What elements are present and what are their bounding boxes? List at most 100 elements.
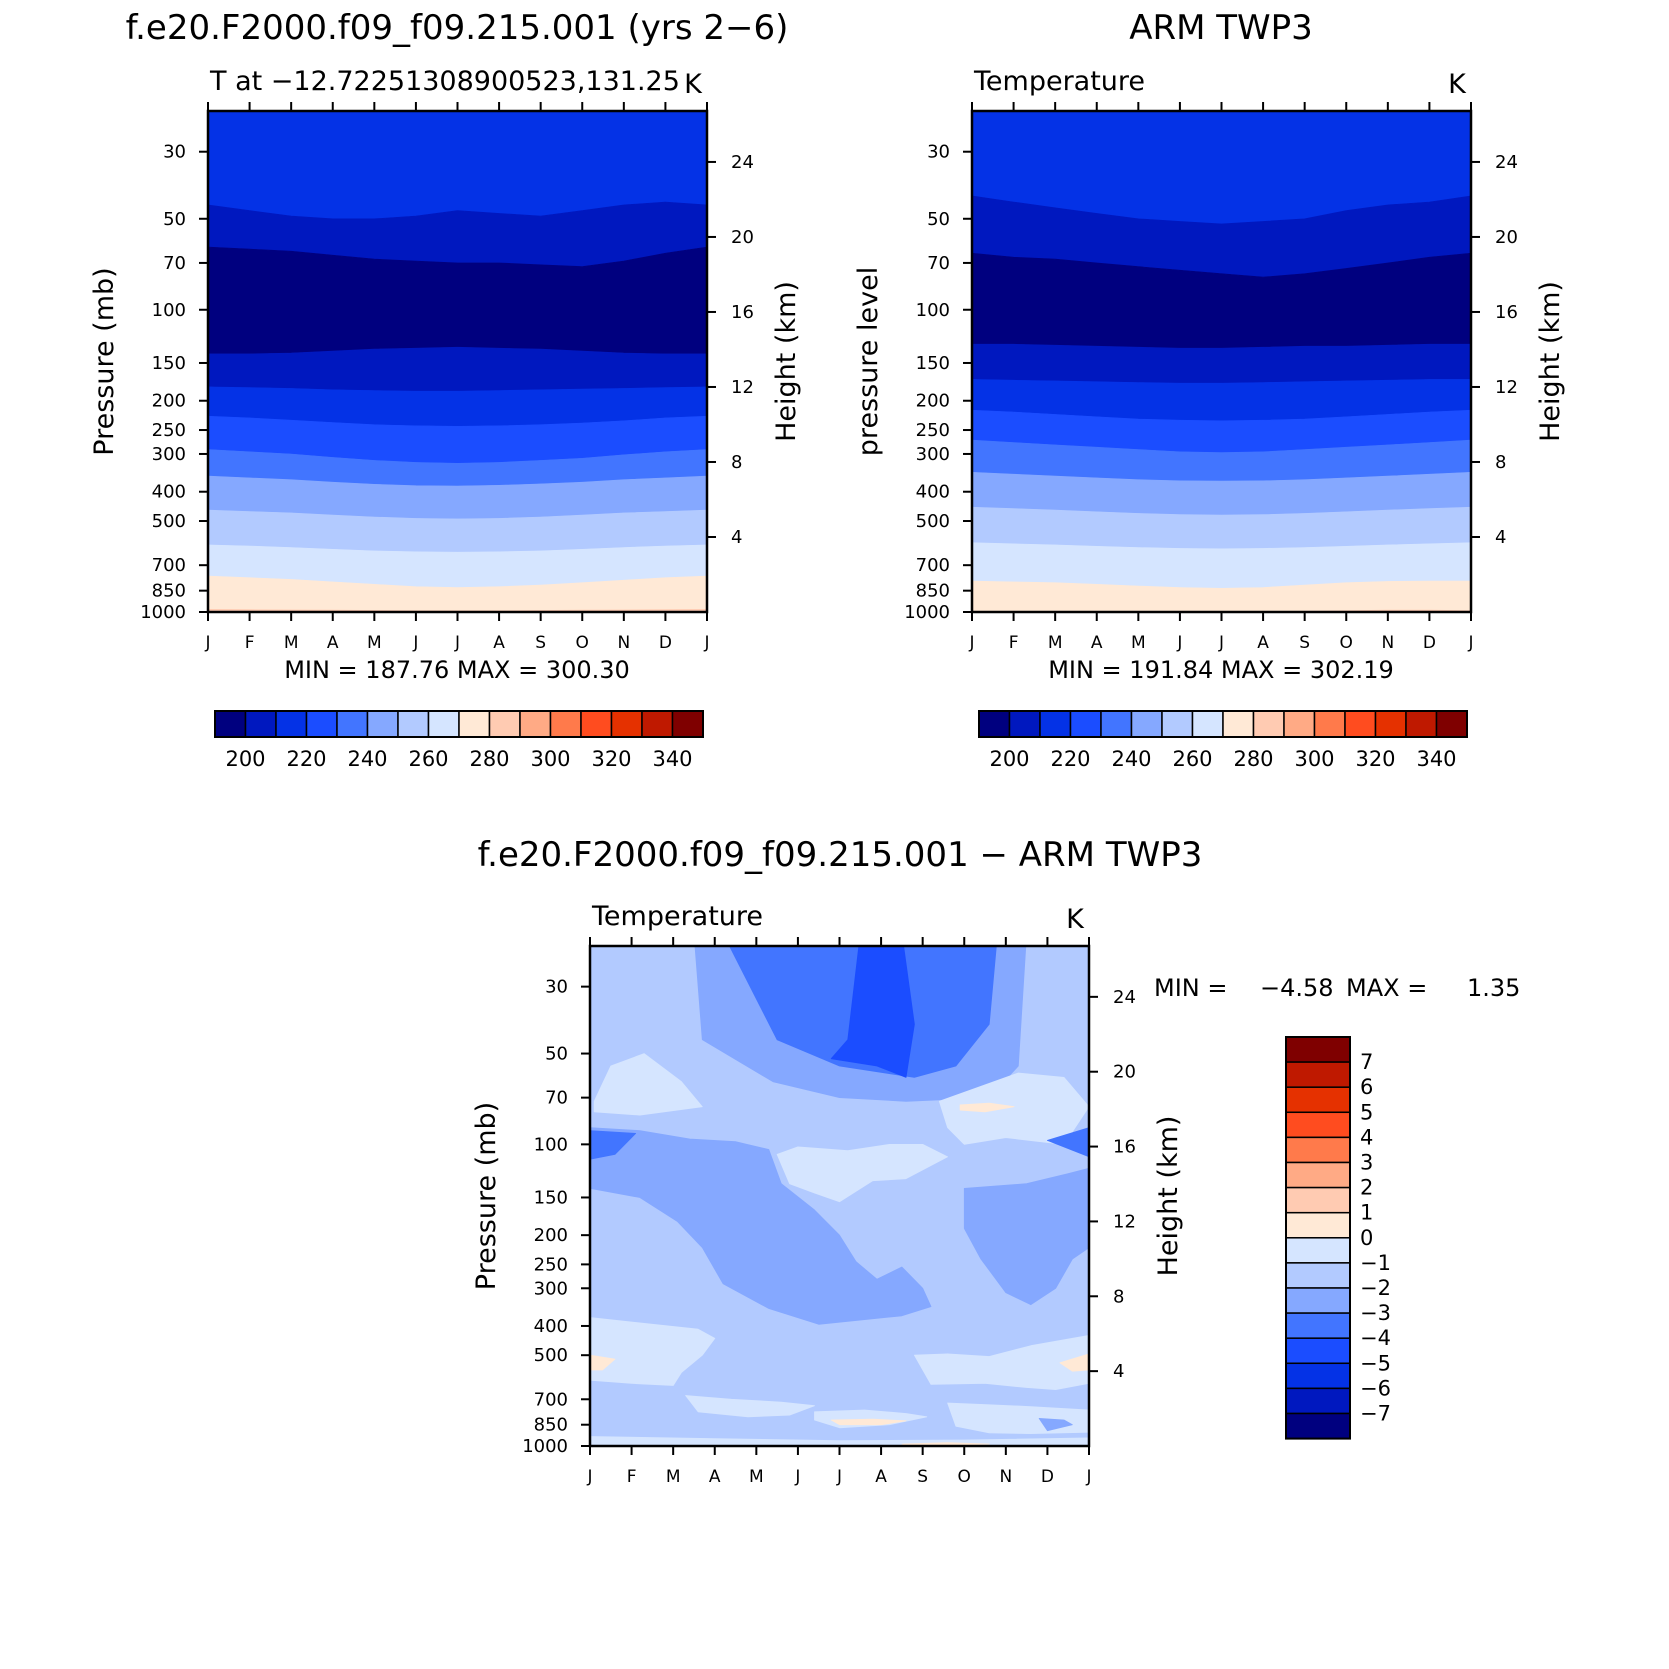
y-tick-label: 300 [152, 444, 186, 465]
colorbar-label: 260 [408, 747, 448, 771]
x-tick-label: O [958, 1467, 971, 1487]
x-tick-label: A [709, 1467, 721, 1487]
height-tick-label: 4 [1113, 1361, 1124, 1382]
colorbar-label: −5 [1360, 1351, 1391, 1375]
x-tick-label: S [535, 633, 546, 653]
y-tick-label: 150 [916, 353, 950, 374]
colorbar-box [1283, 710, 1316, 738]
colorbar-box [1285, 1061, 1351, 1088]
contour-region [1059, 1353, 1089, 1372]
x-tick-label: M [284, 633, 299, 653]
y-tick-label: 50 [927, 209, 950, 230]
x-tick-label: J [1467, 633, 1473, 653]
colorbar-label: 260 [1172, 747, 1212, 771]
y-tick-label: 300 [534, 1278, 568, 1299]
colorbar-obs: 200 220 240 260 280 300 320 340 [978, 710, 1468, 771]
x-tick-label: J [1218, 633, 1224, 653]
y-tick-label: 200 [916, 391, 950, 412]
height-tick-label: 20 [1495, 227, 1518, 248]
colorbar-box [1039, 710, 1072, 738]
height-tick-label: 24 [1113, 987, 1136, 1008]
colorbar-box [1285, 1412, 1351, 1440]
x-tick-label: M [1131, 633, 1146, 653]
x-tick-label: F [627, 1467, 637, 1487]
y-tick-label: 50 [545, 1044, 568, 1065]
x-tick-label: M [367, 633, 382, 653]
colorbar-box [1435, 710, 1468, 738]
x-tick-label: A [875, 1467, 887, 1487]
colorbar-box [1313, 710, 1346, 738]
panel-obs-axes: J F M A M J J A S O N D J 30 50 70 100 150 200 250 300 400 500… [853, 8, 1566, 653]
y-tick-label: 850 [534, 1415, 568, 1436]
colorbar-box [1130, 710, 1163, 738]
x-tick-label: J [794, 1467, 800, 1487]
y-tick-label: 70 [927, 253, 950, 274]
contour-region [685, 1395, 815, 1418]
colorbar-label: 7 [1360, 1050, 1373, 1074]
colorbar-box [275, 710, 308, 738]
contour-region [1038, 1418, 1073, 1432]
contour-fill-obs [972, 111, 1471, 612]
x-tick-label: J [412, 633, 418, 653]
height-tick-label: 12 [1113, 1211, 1136, 1232]
colorbar-label: 200 [989, 747, 1029, 771]
y-tick-label: 70 [163, 253, 186, 274]
stats-max-value: 1.35 [1467, 974, 1520, 1002]
colorbar-label: 240 [1111, 747, 1151, 771]
colorbar-label: −3 [1360, 1301, 1391, 1325]
y-tick-label: 300 [916, 444, 950, 465]
y-tick-label: 500 [916, 511, 950, 532]
y-tick-label: 1000 [904, 602, 950, 623]
panel-subtitle: Temperature [973, 66, 1145, 97]
colorbar-box [336, 710, 369, 738]
x-tick-label: S [917, 1467, 928, 1487]
y-tick-label: 700 [152, 555, 186, 576]
colorbar-box [1008, 710, 1041, 738]
contour-band [208, 246, 707, 355]
panel-diff-axes: J F M A M J J A S O N D J 30 50 70 100 150 200 250 300 400 500… [471, 835, 1202, 1487]
colorbar-label: 6 [1360, 1075, 1373, 1099]
colorbar-box [671, 710, 704, 738]
panel-subtitle: Temperature [591, 901, 763, 932]
colorbar-box [1100, 710, 1133, 738]
y-tick-label: 100 [534, 1134, 568, 1155]
y-tick-label: 30 [927, 142, 950, 163]
contour-region [590, 1317, 716, 1386]
colorbar-frame [978, 710, 1468, 738]
contour-region [593, 1053, 703, 1116]
contour-region [590, 1127, 932, 1325]
colorbar-box [1285, 1362, 1351, 1390]
y-tick-label: 400 [916, 482, 950, 503]
x-tick-label: A [327, 633, 339, 653]
x-tick-label: F [1009, 633, 1019, 653]
colorbar-label: 1 [1360, 1201, 1373, 1225]
height-tick-label: 20 [731, 227, 754, 248]
colorbar-label: −4 [1360, 1326, 1391, 1350]
panel-title: f.e20.F2000.f09_f09.215.001 (yrs 2−6) [126, 8, 789, 48]
contour-fill-diff [590, 946, 1089, 1446]
x-tick-label: J [204, 633, 210, 653]
colorbar-label: 3 [1360, 1151, 1373, 1175]
contour-band [208, 111, 707, 220]
colorbar-box [1285, 1262, 1351, 1289]
height-tick-label: 24 [1495, 152, 1518, 173]
height-tick-label: 4 [1495, 527, 1506, 548]
y-tick-label: 30 [163, 142, 186, 163]
colorbar-label: −2 [1360, 1276, 1391, 1300]
x-tick-label: D [659, 633, 672, 653]
stats-min-value: −4.58 [1260, 974, 1334, 1002]
x-tick-label: J [703, 633, 709, 653]
contour-region [590, 1354, 616, 1371]
y-tick-label: 100 [916, 300, 950, 321]
colorbar-frame [214, 710, 704, 738]
x-tick-label: J [836, 1467, 842, 1487]
colorbar-box [580, 710, 613, 738]
height-tick-label: 4 [731, 527, 742, 548]
x-tick-label: J [1085, 1467, 1091, 1487]
stats-max-label: MAX = [1346, 974, 1427, 1002]
colorbar-box [1285, 1237, 1351, 1264]
right-axis-label: Height (km) [1153, 1116, 1184, 1277]
y-tick-label: 150 [152, 353, 186, 374]
colorbar-box [458, 710, 491, 738]
